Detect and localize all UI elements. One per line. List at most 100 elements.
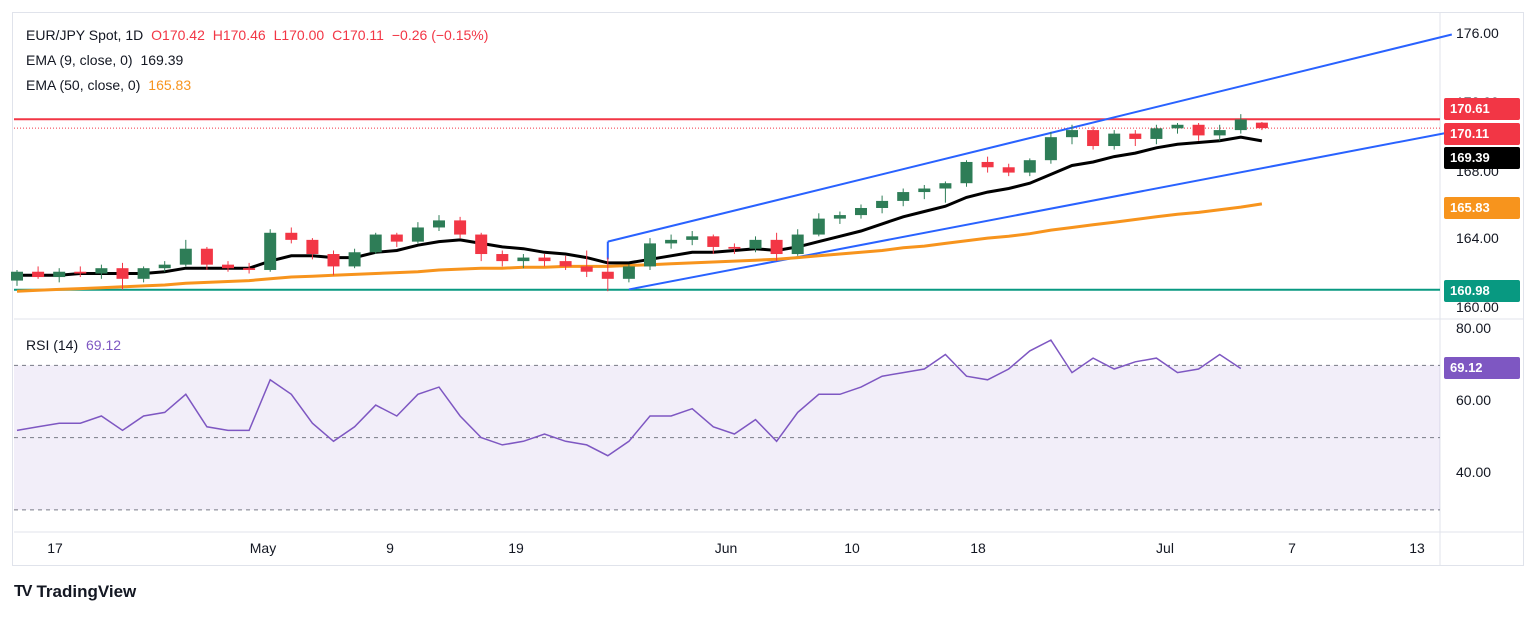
- symbol-label: EUR/JPY Spot, 1D: [26, 27, 144, 43]
- candle-body: [1066, 130, 1078, 138]
- rsi-tick: 80.00: [1456, 320, 1492, 336]
- x-tick: 18: [970, 540, 986, 556]
- candle-body: [1150, 128, 1163, 139]
- candle-body: [433, 220, 445, 228]
- price-tick: 176.00: [1456, 25, 1499, 41]
- candle-body: [876, 200, 889, 208]
- candle-body: [601, 271, 614, 279]
- candle-body: [1002, 167, 1015, 173]
- candle-body: [243, 268, 256, 270]
- x-tick: 9: [386, 540, 394, 556]
- price-tick: 164.00: [1456, 230, 1499, 246]
- candle-body: [728, 246, 741, 249]
- low-value: L170.00: [273, 27, 325, 43]
- close-value: C170.11: [332, 27, 384, 43]
- rsi-value: 69.12: [86, 337, 122, 353]
- price-tick: 160.00: [1456, 299, 1499, 315]
- candle-body: [264, 232, 277, 270]
- x-tick: 19: [508, 540, 524, 556]
- candle-body: [454, 220, 467, 235]
- ema50-value: 165.83: [148, 77, 192, 93]
- candle-body: [1108, 133, 1121, 147]
- ema9-legend: EMA (9, close, 0) 169.39: [26, 52, 187, 68]
- brand-name: TradingView: [36, 582, 137, 601]
- support-price-tag: 160.98: [1444, 280, 1520, 302]
- candle-body: [855, 207, 867, 216]
- rsi-label: RSI (14): [26, 337, 79, 353]
- candle-body: [1234, 119, 1247, 131]
- candle-body: [1023, 160, 1036, 173]
- candle-body: [137, 268, 150, 279]
- open-value: O170.42: [151, 27, 205, 43]
- candle-body: [1044, 137, 1057, 161]
- last-price-tag: 170.11: [1444, 123, 1520, 145]
- ema9-price-tag: 169.39: [1444, 147, 1520, 169]
- tradingview-logo-icon: TV: [14, 583, 33, 600]
- candle-body: [897, 192, 910, 201]
- candle-body: [960, 161, 973, 184]
- high-value: H170.46: [212, 27, 266, 43]
- candle-body: [306, 239, 319, 255]
- ema9-line: [17, 135, 1263, 277]
- ema50-price-tag: 165.83: [1444, 197, 1520, 219]
- candle-body: [749, 239, 762, 249]
- candle-body: [1129, 133, 1142, 139]
- candle-body: [1213, 130, 1226, 136]
- x-tick: 17: [47, 540, 63, 556]
- candle-body: [496, 254, 509, 262]
- rsi-tick: 60.00: [1456, 392, 1492, 408]
- candle-body: [95, 268, 108, 274]
- x-tick: May: [249, 540, 277, 556]
- x-tick: 10: [844, 540, 860, 556]
- x-tick: 13: [1409, 540, 1425, 556]
- tradingview-brand[interactable]: TV TradingView: [14, 582, 136, 602]
- resistance-price-tag: 170.61: [1444, 98, 1520, 120]
- ema9-label: EMA (9, close, 0): [26, 52, 133, 68]
- candle-body: [644, 243, 656, 267]
- candle-body: [411, 227, 424, 242]
- candle-body: [791, 234, 804, 255]
- candle-body: [1171, 124, 1184, 129]
- ema9-value: 169.39: [140, 52, 184, 68]
- candle-body: [116, 268, 129, 279]
- candle-body: [1087, 130, 1100, 147]
- candle-body: [1192, 124, 1205, 136]
- candle-body: [222, 264, 234, 269]
- candle-body: [812, 218, 825, 235]
- candle-body: [179, 248, 192, 265]
- candle-body: [390, 234, 403, 242]
- candle-body: [707, 236, 720, 247]
- candle-body: [369, 234, 382, 253]
- channel-lower-line: [628, 130, 1452, 291]
- candle-body: [665, 239, 678, 244]
- candle-body: [475, 234, 488, 255]
- x-tick: 7: [1288, 540, 1296, 556]
- candle-body: [327, 254, 340, 267]
- candle-body: [517, 257, 530, 262]
- candle-body: [580, 266, 593, 272]
- candle-body: [285, 232, 298, 240]
- rsi-line: [16, 339, 1242, 457]
- candle-body: [158, 264, 171, 269]
- ema50-line: [16, 202, 1263, 293]
- rsi-value-tag: 69.12: [1444, 357, 1520, 379]
- candle-body: [32, 271, 45, 278]
- change-value: −0.26 (−0.15%): [391, 27, 489, 43]
- candle-body: [981, 161, 994, 168]
- symbol-legend: EUR/JPY Spot, 1D O170.42 H170.46 L170.00…: [26, 27, 492, 43]
- candle-body: [1255, 122, 1268, 129]
- candle-body: [622, 266, 635, 279]
- chart-frame: [12, 12, 1524, 566]
- candle-body: [11, 271, 23, 281]
- candle-body: [770, 239, 783, 255]
- candle-body: [686, 236, 699, 240]
- channel-upper-line: [607, 33, 1453, 243]
- candle-body: [918, 188, 931, 193]
- x-tick: Jun: [714, 540, 738, 556]
- candle-body: [538, 257, 551, 262]
- candle-body: [348, 252, 361, 267]
- candle-body: [939, 183, 952, 189]
- rsi-tick: 40.00: [1456, 464, 1492, 480]
- ema50-label: EMA (50, close, 0): [26, 77, 141, 93]
